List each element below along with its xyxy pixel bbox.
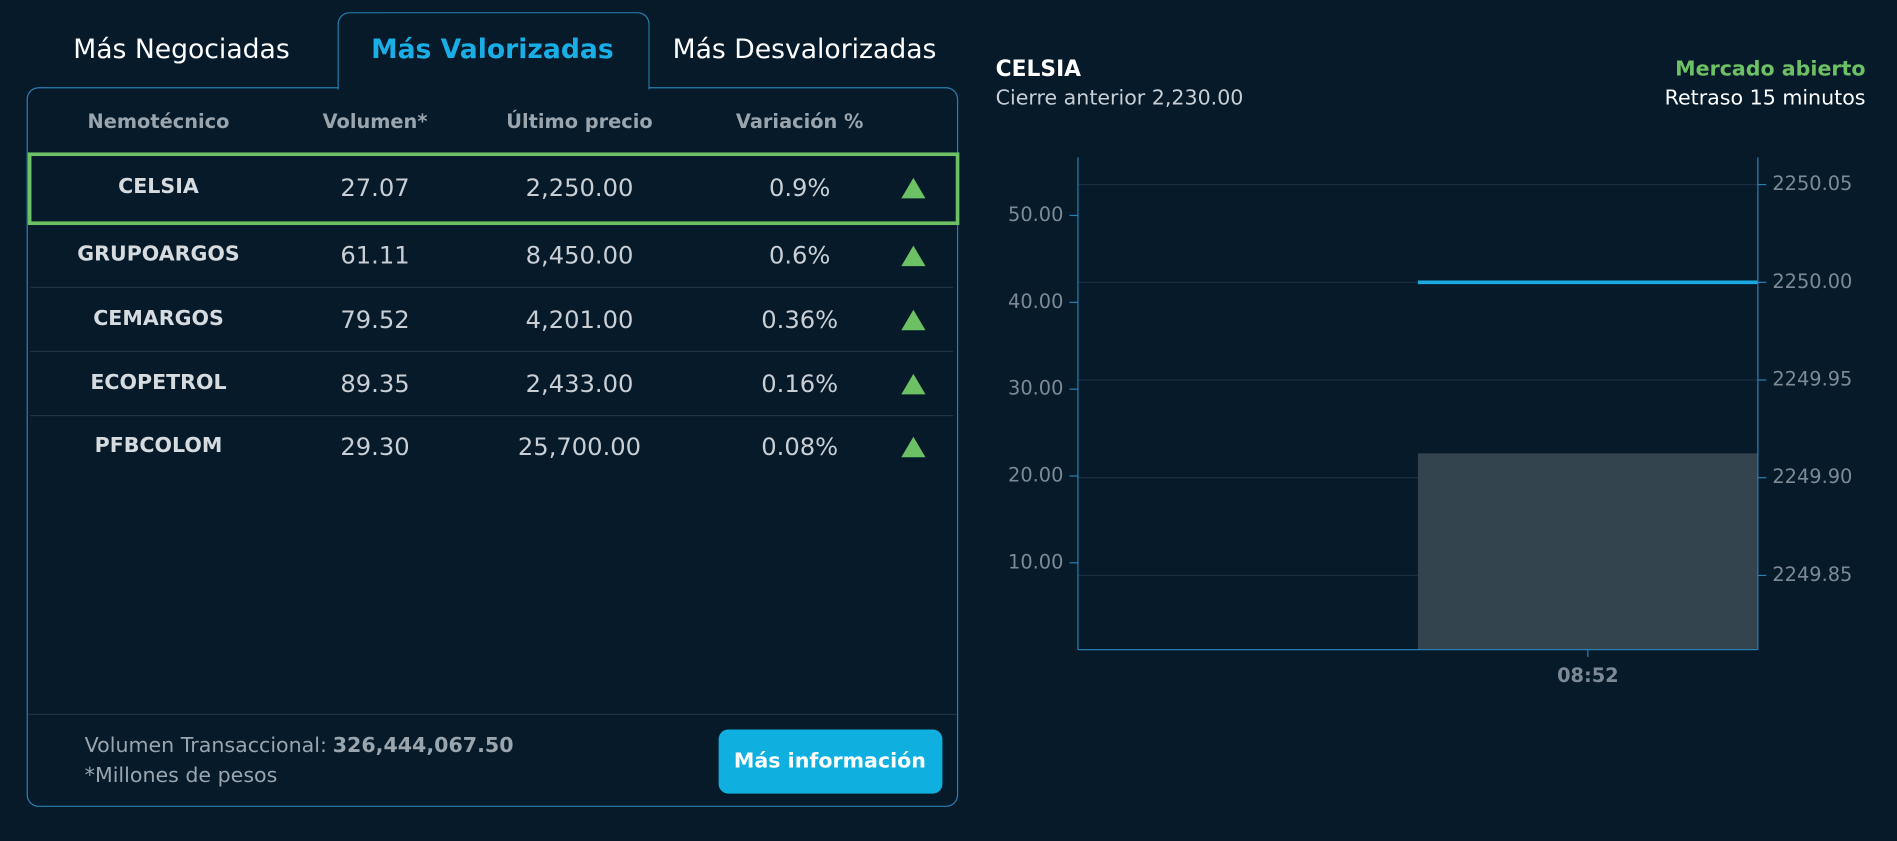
cell: 8,450.00 <box>525 240 634 270</box>
ticker: CEMARGOS <box>93 306 224 331</box>
tab[interactable]: Más Valorizadas <box>371 35 614 66</box>
up-arrow <box>901 373 926 394</box>
more-info-button[interactable] <box>718 729 943 794</box>
y-tick-label: 50.00 <box>1008 203 1063 226</box>
y-tick-label: 10.00 <box>1008 550 1063 573</box>
cell: 29.30 <box>340 432 410 462</box>
cell: 0.6% <box>768 240 831 270</box>
delay-note: Retraso 15 minutos <box>1664 86 1866 111</box>
cell: 4,201.00 <box>525 304 634 334</box>
column-header: Volumen* <box>322 110 428 134</box>
up-arrow <box>901 245 926 267</box>
y2-tick-label: 2249.95 <box>1772 368 1852 391</box>
column-header: Nemotécnico <box>87 110 230 134</box>
cell: 61.11 <box>340 240 410 270</box>
cell: 0.08% <box>761 432 839 462</box>
ticker: CELSIA <box>118 174 199 200</box>
row-separator <box>30 414 954 416</box>
tab[interactable]: Más Desvalorizadas <box>672 35 937 66</box>
y-tick-label: 20.00 <box>1008 463 1063 486</box>
cell: 2,433.00 <box>525 368 634 398</box>
up-arrow <box>901 309 926 331</box>
volume-value: 326,444,067.50 <box>332 733 514 758</box>
cell: 79.52 <box>340 304 410 334</box>
cell: 0.16% <box>761 368 839 398</box>
cell: 0.36% <box>761 304 839 334</box>
market-status: Mercado abierto <box>1675 57 1866 82</box>
ticker: ECOPETROL <box>90 370 227 395</box>
row-separator <box>30 286 954 288</box>
button-label[interactable]: Más información <box>733 749 926 774</box>
y-tick-label: 40.00 <box>1008 290 1063 313</box>
chart-subtitle: Cierre anterior 2,230.00 <box>995 86 1244 111</box>
y2-tick-label: 2250.05 <box>1772 172 1852 195</box>
tab[interactable]: Más Negociadas <box>73 35 290 66</box>
chart-title: CELSIA <box>995 56 1082 83</box>
note: *Millones de pesos <box>84 763 278 789</box>
y2-tick-label: 2249.90 <box>1772 465 1852 488</box>
selected-row <box>27 152 960 226</box>
row-separator <box>30 350 954 352</box>
footer-separator <box>27 713 957 715</box>
volume-label: Volumen Transaccional: <box>84 733 327 758</box>
ticker: PFBCOLOM <box>94 434 223 459</box>
up-arrow <box>901 437 926 458</box>
ticker: GRUPOARGOS <box>77 242 240 267</box>
x-tick-label: 08:52 <box>1557 664 1619 687</box>
cell: 89.35 <box>340 368 410 398</box>
up-arrow <box>901 177 926 199</box>
active-tab <box>337 12 650 90</box>
cell: 27.07 <box>340 173 410 203</box>
y-tick-label: 30.00 <box>1008 377 1063 400</box>
column-header: Variación % <box>735 110 864 134</box>
cell: 2,250.00 <box>525 173 634 203</box>
cell: 25,700.00 <box>517 432 642 462</box>
volume-bar <box>1417 453 1758 650</box>
cell: 0.9% <box>768 173 831 203</box>
y2-tick-label: 2249.85 <box>1772 563 1852 586</box>
y2-tick-label: 2250.00 <box>1772 270 1852 293</box>
column-header: Último precio <box>506 110 653 134</box>
